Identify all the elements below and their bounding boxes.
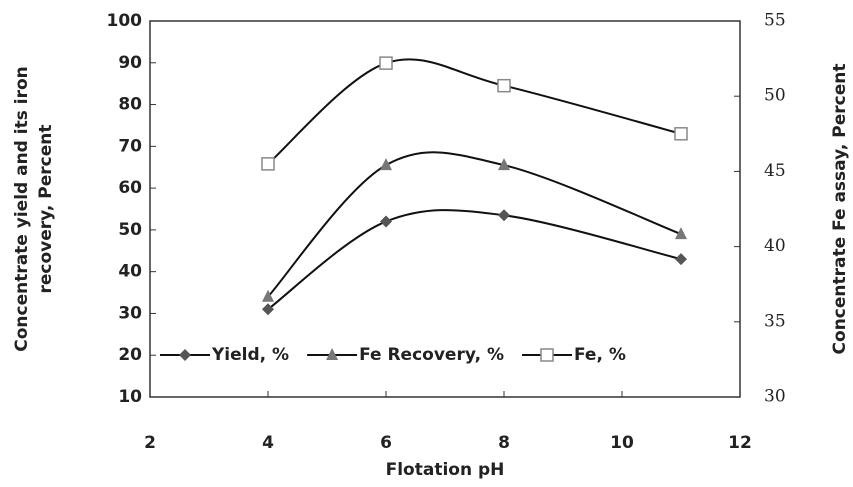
marker: [380, 215, 392, 228]
marker: [380, 158, 392, 171]
x-tick-label: 8: [498, 433, 510, 453]
x-tick-label: 12: [728, 433, 752, 453]
y2-tick-label: 40: [764, 236, 786, 256]
legend-label: Fe, %: [574, 345, 626, 365]
series-line: [267, 151, 682, 298]
legend: Yield, % Fe Recovery, % Fe, %: [160, 345, 626, 365]
y-axis-label: Concentrate yield and its iron: [12, 66, 32, 352]
marker: [261, 157, 275, 171]
marker: [498, 209, 510, 222]
y-tick-label: 80: [118, 95, 142, 115]
y-tick-label: 20: [118, 345, 142, 365]
y2-tick-label: 50: [764, 86, 786, 106]
series-line: [267, 209, 682, 311]
y-tick-label: 40: [118, 262, 142, 282]
y2-tick-label: 35: [764, 311, 786, 331]
marker: [540, 348, 554, 362]
y2-tick-label: 30: [764, 387, 786, 407]
marker: [179, 349, 191, 361]
y-tick-label: 30: [118, 303, 142, 323]
legend-label: Fe Recovery, %: [359, 345, 504, 365]
marker: [262, 289, 274, 302]
y-tick-label: 60: [118, 178, 142, 198]
marker: [497, 78, 511, 93]
y2-tick-label: 45: [764, 161, 786, 181]
legend-label: Yield, %: [211, 345, 289, 365]
y-tick-label: 50: [118, 220, 142, 240]
series-line: [267, 58, 682, 165]
y2-axis-label: Concentrate Fe assay, Percent: [830, 64, 850, 355]
y-tick-label: 90: [118, 53, 142, 73]
marker: [379, 56, 393, 70]
marker: [675, 227, 687, 240]
y-tick-label: 70: [118, 136, 142, 156]
x-tick-label: 10: [610, 433, 634, 453]
x-axis-label: Flotation pH: [386, 460, 505, 480]
marker: [326, 348, 339, 360]
marker: [262, 303, 274, 316]
y-tick-label: 100: [107, 11, 143, 31]
marker: [674, 127, 688, 141]
x-tick-label: 6: [380, 433, 392, 453]
y-tick-label: 10: [118, 387, 142, 407]
y-axis-label: recovery, Percent: [36, 124, 56, 293]
plot-frame: [149, 20, 741, 398]
marker: [498, 158, 510, 171]
x-tick-label: 2: [144, 433, 156, 453]
y2-tick-label: 55: [764, 11, 786, 31]
x-tick-label: 4: [262, 433, 274, 453]
marker: [675, 253, 687, 266]
